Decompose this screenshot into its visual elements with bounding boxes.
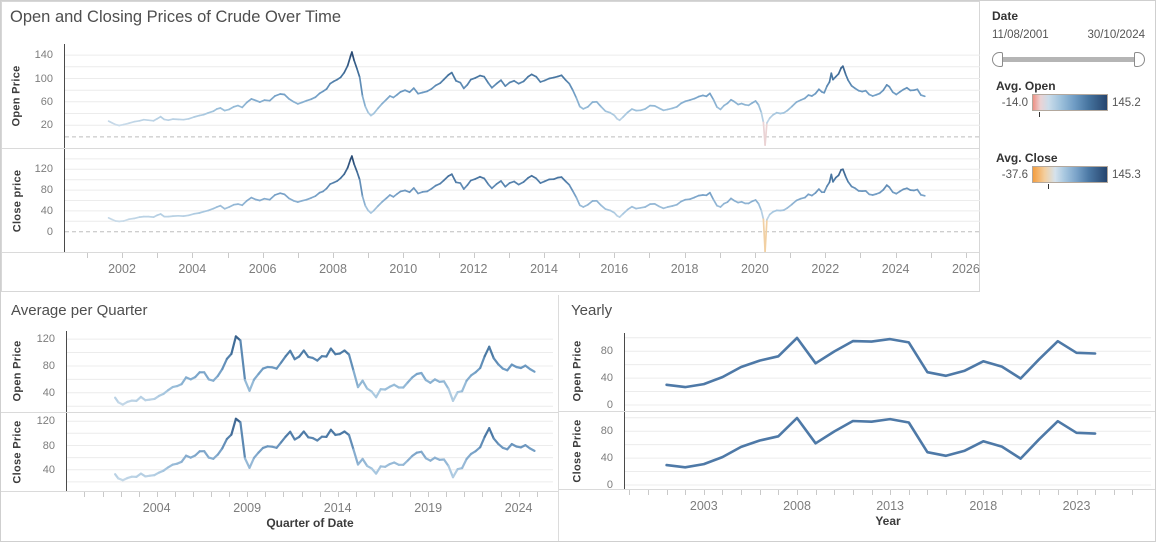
avg-open-legend-title: Avg. Open — [996, 79, 1056, 93]
yearly-close-line-chart[interactable] — [625, 413, 1151, 489]
avg-close-zero-tick — [1048, 184, 1049, 189]
avg-close-legend: -37.6 145.3 — [992, 166, 1152, 183]
filter-legend-sidebar: Date 11/08/2001 30/10/2024 Avg. Open -14… — [980, 1, 1155, 295]
avg-close-gradient-bar[interactable] — [1032, 166, 1108, 183]
row-divider — [559, 489, 1155, 490]
close-price-y-ticks: 80 40 0 — [600, 425, 613, 491]
row-divider — [2, 252, 979, 253]
avg-open-legend: -14.0 145.2 — [992, 94, 1152, 111]
slider-handle-end[interactable] — [1134, 52, 1145, 67]
open-price-y-ticks: 120 80 40 — [36, 333, 55, 399]
row-divider — [1, 412, 558, 413]
row-divider — [2, 148, 979, 149]
y-axis-line — [66, 331, 67, 491]
yearly-panel-title: Yearly — [571, 302, 613, 319]
avg-open-gradient-bar[interactable] — [1032, 94, 1108, 111]
date-range-slider[interactable] — [992, 51, 1145, 68]
date-filter-title: Date — [992, 9, 1019, 23]
avg-close-legend-title: Avg. Close — [996, 151, 1058, 165]
avg-open-min: -14.0 — [1001, 96, 1028, 109]
date-range-start: 11/08/2001 — [992, 29, 1049, 41]
open-price-y-ticks: 80 40 0 — [600, 345, 613, 411]
date-range-values: 11/08/2001 30/10/2024 — [992, 29, 1145, 41]
close-price-line-chart[interactable] — [65, 149, 980, 252]
quarterly-close-line-chart[interactable] — [67, 413, 553, 491]
panel-prices-over-time: Open and Closing Prices of Crude Over Ti… — [1, 1, 980, 292]
slider-track[interactable] — [996, 57, 1141, 62]
close-price-y-ticks: 120 80 40 — [36, 415, 55, 476]
avg-open-max: 145.2 — [1112, 96, 1141, 109]
avg-close-max: 145.3 — [1112, 168, 1141, 181]
main-x-axis: 2002 2004 2006 2008 2010 2012 2014 2016 2018 2020… — [65, 253, 980, 289]
slider-handle-start[interactable] — [992, 52, 1003, 67]
panel-yearly: Yearly Open Price Close Price 80 40 0 80 40… — [559, 295, 1155, 541]
avg-open-zero-tick — [1039, 112, 1040, 117]
row-divider — [1, 491, 558, 492]
quarter-x-axis: 2004 2009 2014 2019 2024 — [67, 492, 553, 522]
open-price-y-ticks: 140 100 60 20 — [34, 49, 53, 132]
quarter-panel-title: Average per Quarter — [11, 302, 148, 319]
close-price-y-ticks: 120 80 40 0 — [34, 163, 53, 238]
yearly-x-axis-title: Year — [875, 514, 901, 528]
yearly-open-line-chart[interactable] — [625, 333, 1151, 409]
yearly-x-axis: 2003 2008 2013 2018 2023 — [625, 490, 1151, 520]
quarter-x-axis-title: Quarter of Date — [266, 516, 354, 530]
date-range-end: 30/10/2024 — [1087, 29, 1145, 41]
row-divider — [559, 411, 1155, 412]
open-price-line-chart[interactable] — [65, 44, 980, 148]
panel-average-per-quarter: Average per Quarter Open Price Close Pri… — [1, 295, 559, 541]
avg-close-min: -37.6 — [1001, 168, 1028, 181]
page-title: Open and Closing Prices of Crude Over Ti… — [10, 8, 342, 26]
quarterly-open-line-chart[interactable] — [67, 331, 553, 411]
